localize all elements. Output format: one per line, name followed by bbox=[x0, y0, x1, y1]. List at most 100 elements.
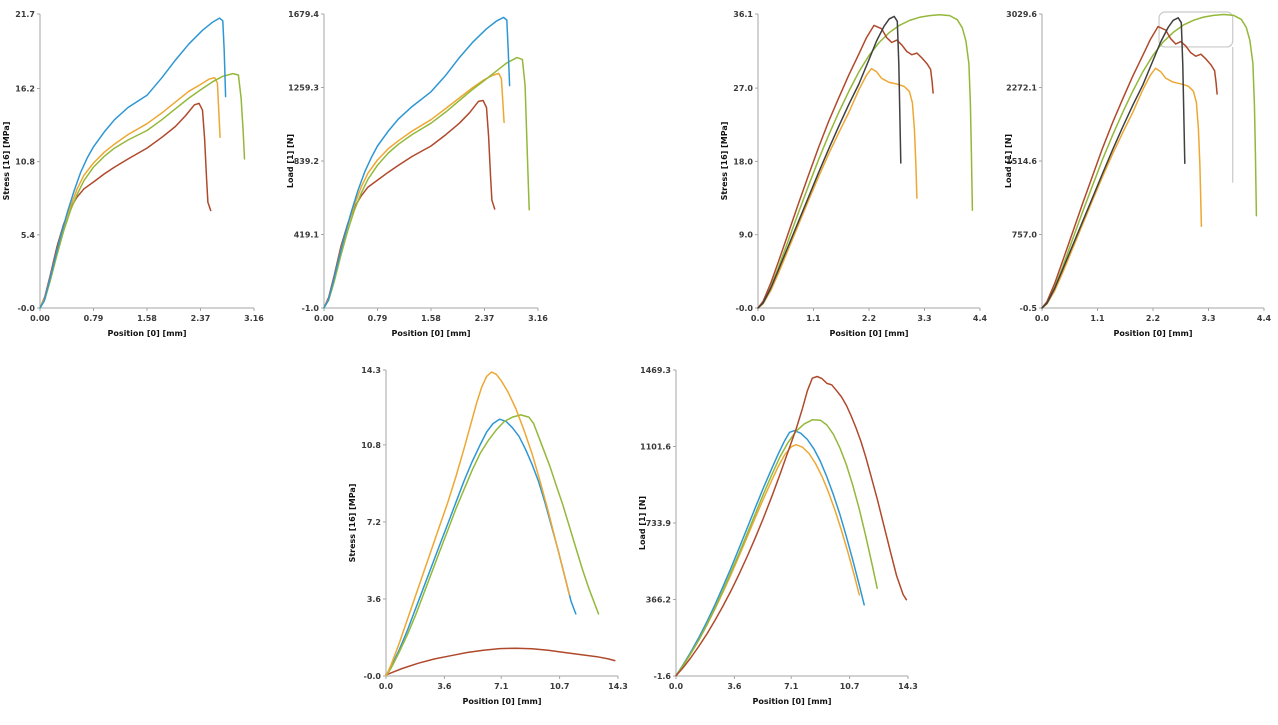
x-axis-title: Position [0] [mm] bbox=[107, 329, 186, 338]
y-tick-label: 9.0 bbox=[739, 231, 754, 240]
x-tick-label: 2.37 bbox=[191, 314, 211, 323]
series-red bbox=[1041, 25, 1218, 309]
x-axis-title: Position [0] [mm] bbox=[752, 697, 831, 706]
series-blue bbox=[675, 429, 865, 677]
y-tick-label: 757.0 bbox=[1012, 231, 1038, 240]
y-tick-label: -0.5 bbox=[1020, 304, 1038, 313]
series-black bbox=[1041, 17, 1186, 309]
x-tick-label: 1.58 bbox=[137, 314, 157, 323]
y-tick-label: 3.6 bbox=[367, 595, 382, 604]
y-tick-label: -0.0 bbox=[18, 304, 36, 313]
x-tick-label: 0.0 bbox=[1035, 314, 1050, 323]
y-axis-title: Stress [16] [MPa] bbox=[348, 484, 357, 563]
y-tick-label: 733.9 bbox=[646, 519, 672, 528]
series-orange bbox=[323, 72, 505, 309]
plot-area-stress-1[interactable]: 0.00 0.79 1.58 2.37 3.16 -0.0 5.4 10.8 16.2 21.7 P… bbox=[0, 4, 264, 344]
x-tick-label: 3.3 bbox=[917, 314, 931, 323]
y-tick-label: 419.1 bbox=[294, 231, 320, 240]
x-tick-label: 14.3 bbox=[608, 682, 628, 691]
y-tick-label: 839.2 bbox=[294, 157, 319, 166]
x-tick-label: 0.79 bbox=[84, 314, 104, 323]
y-tick-label: 1514.6 bbox=[1006, 157, 1037, 166]
x-tick-label: 3.6 bbox=[727, 682, 742, 691]
y-tick-label: 18.0 bbox=[733, 157, 753, 166]
x-tick-label: 10.7 bbox=[840, 682, 860, 691]
series-green bbox=[39, 72, 246, 309]
chart-stress-position-2: 0.0 1.1 2.2 3.3 4.4 -0.0 9.0 18.0 27.0 36.1 Positi… bbox=[718, 4, 990, 344]
x-tick-label: 0.00 bbox=[314, 314, 334, 323]
y-axis-title: Stress [16] [MPa] bbox=[2, 122, 11, 201]
series-orange bbox=[385, 371, 571, 677]
plot-area-stress-3[interactable]: 0.0 3.6 7.1 10.7 14.3 -0.0 3.6 7.2 10.8 14.3 Posit… bbox=[346, 360, 628, 712]
series-red bbox=[323, 99, 496, 309]
x-axis-title: Position [0] [mm] bbox=[829, 329, 908, 338]
x-tick-label: 10.7 bbox=[550, 682, 570, 691]
y-tick-label: -1.0 bbox=[302, 304, 320, 313]
y-axis-title: Load [1] [N] bbox=[286, 134, 295, 188]
plot-area-load-2[interactable]: 0.0 1.1 2.2 3.3 4.4 -0.5 757.0 1514.6 2272.1 3029… bbox=[1002, 4, 1274, 344]
x-tick-label: 14.3 bbox=[898, 682, 918, 691]
x-axis-title: Position [0] [mm] bbox=[462, 697, 541, 706]
y-axis-title: Load [1] [N] bbox=[638, 496, 647, 550]
x-tick-label: 3.16 bbox=[528, 314, 548, 323]
plot-area-load-3[interactable]: 0.0 3.6 7.1 10.7 14.3 -1.6 366.2 733.9 1101.6 146… bbox=[636, 360, 918, 712]
x-tick-label: 7.1 bbox=[494, 682, 509, 691]
x-tick-label: 4.4 bbox=[973, 314, 988, 323]
y-tick-label: 10.8 bbox=[361, 441, 381, 450]
y-tick-label: -0.0 bbox=[736, 304, 754, 313]
x-tick-label: 0.00 bbox=[30, 314, 50, 323]
series-green bbox=[323, 56, 530, 309]
series-red bbox=[39, 102, 212, 309]
series-red bbox=[385, 647, 616, 676]
series-black bbox=[757, 15, 902, 309]
y-tick-label: 5.4 bbox=[21, 231, 36, 240]
x-axis-title: Position [0] [mm] bbox=[391, 329, 470, 338]
series-blue bbox=[39, 17, 227, 309]
series-orange bbox=[39, 76, 221, 309]
x-tick-label: 4.4 bbox=[1257, 314, 1272, 323]
y-tick-label: 10.8 bbox=[15, 158, 35, 167]
y-tick-label: 1469.3 bbox=[640, 366, 671, 375]
chart-stress-position-1: 0.00 0.79 1.58 2.37 3.16 -0.0 5.4 10.8 16.2 21.7 P… bbox=[0, 4, 264, 344]
series-red bbox=[675, 375, 908, 677]
chart-load-position-1: 0.00 0.79 1.58 2.37 3.16 -1.0 419.1 839.2 1259.3… bbox=[284, 4, 548, 344]
series-red bbox=[757, 24, 934, 309]
y-tick-label: -0.0 bbox=[364, 672, 382, 681]
x-tick-label: 3.3 bbox=[1201, 314, 1215, 323]
y-tick-label: 14.3 bbox=[361, 366, 381, 375]
y-tick-label: 7.2 bbox=[367, 518, 381, 527]
x-tick-label: 2.2 bbox=[1146, 314, 1160, 323]
chart-stress-position-3: 0.0 3.6 7.1 10.7 14.3 -0.0 3.6 7.2 10.8 14.3 Posit… bbox=[346, 360, 628, 712]
series-green bbox=[757, 14, 974, 309]
x-axis-title: Position [0] [mm] bbox=[1113, 329, 1192, 338]
y-tick-label: 1679.4 bbox=[288, 10, 319, 19]
x-tick-label: 0.0 bbox=[669, 682, 684, 691]
y-tick-label: 2272.1 bbox=[1006, 83, 1037, 92]
x-tick-label: 1.1 bbox=[1090, 314, 1105, 323]
chart-load-position-3: 0.0 3.6 7.1 10.7 14.3 -1.6 366.2 733.9 1101.6 146… bbox=[636, 360, 918, 712]
series-orange bbox=[1041, 67, 1203, 309]
x-tick-label: 0.79 bbox=[368, 314, 388, 323]
plot-area-stress-2[interactable]: 0.0 1.1 2.2 3.3 4.4 -0.0 9.0 18.0 27.0 36.1 Positi… bbox=[718, 4, 990, 344]
y-tick-label: 1101.6 bbox=[640, 442, 671, 451]
y-axis-title: Stress [16] [MPa] bbox=[720, 122, 729, 201]
x-tick-label: 0.0 bbox=[379, 682, 394, 691]
y-tick-label: 3029.6 bbox=[1006, 10, 1037, 19]
y-tick-label: 1259.3 bbox=[288, 84, 319, 93]
y-tick-label: 36.1 bbox=[733, 10, 753, 19]
y-tick-label: 16.2 bbox=[15, 85, 35, 94]
x-tick-label: 1.58 bbox=[421, 314, 441, 323]
zoom-selection-rect bbox=[1158, 11, 1234, 48]
series-green bbox=[1041, 13, 1258, 309]
series-blue bbox=[323, 16, 511, 309]
plot-area-load-1[interactable]: 0.00 0.79 1.58 2.37 3.16 -1.0 419.1 839.2 1259.3… bbox=[284, 4, 548, 344]
y-axis-title: Load [1] [N] bbox=[1004, 134, 1013, 188]
series-green bbox=[675, 419, 878, 677]
x-tick-label: 7.1 bbox=[784, 682, 799, 691]
series-orange bbox=[757, 67, 918, 309]
y-tick-label: 27.0 bbox=[733, 84, 753, 93]
x-tick-label: 0.0 bbox=[751, 314, 766, 323]
x-tick-label: 2.2 bbox=[862, 314, 876, 323]
chart-load-position-2: 0.0 1.1 2.2 3.3 4.4 -0.5 757.0 1514.6 2272.1 3029… bbox=[1002, 4, 1274, 344]
